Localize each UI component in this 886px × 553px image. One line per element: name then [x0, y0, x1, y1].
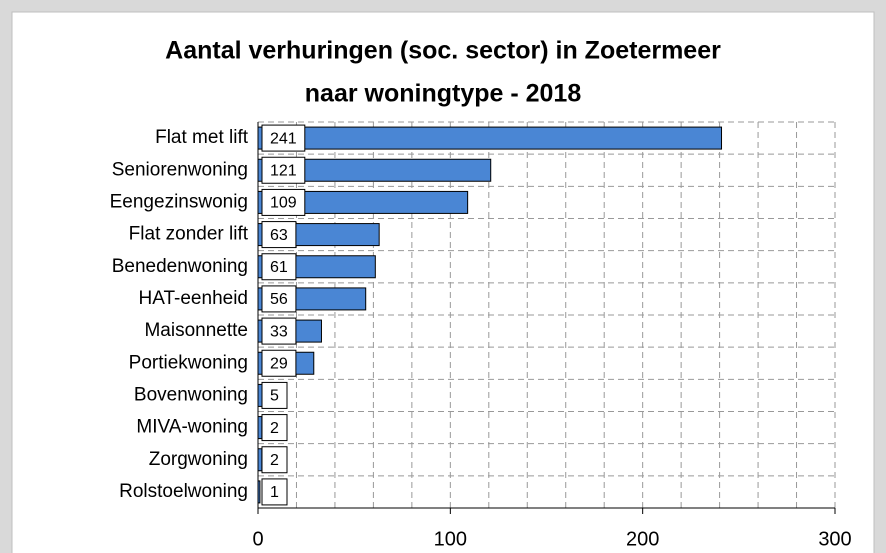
bar [257, 126, 723, 150]
value-label: 2 [270, 420, 279, 437]
y-tick-label: Bovenwoning [134, 384, 248, 405]
value-label: 121 [270, 162, 297, 179]
value-label: 2 [270, 452, 279, 469]
x-tick-label: 300 [818, 528, 851, 550]
value-label: 109 [270, 195, 297, 212]
y-tick-label: Flat zonder lift [129, 224, 249, 245]
value-label-box [261, 253, 297, 281]
value-label: 33 [270, 323, 288, 340]
x-tick-label: 200 [626, 528, 659, 550]
y-tick-label: Benedenwoning [112, 256, 248, 277]
x-tick-label: 0 [252, 528, 263, 550]
x-tick-label: 100 [434, 528, 467, 550]
y-tick-label: Eengezinswonig [110, 191, 248, 212]
bar [257, 448, 263, 472]
value-label: 61 [270, 259, 288, 276]
value-label-box [261, 221, 297, 249]
value-label-box [261, 349, 297, 377]
bar [257, 416, 263, 440]
y-tick-label: MIVA-woning [136, 417, 248, 438]
value-label-box [261, 478, 288, 506]
value-label-box [261, 124, 306, 152]
value-label-box [261, 188, 306, 216]
y-tick-label: Rolstoelwoning [119, 481, 248, 502]
value-label-box [261, 446, 288, 474]
y-tick-label: Flat met lift [155, 127, 249, 148]
value-label: 1 [270, 484, 279, 501]
value-label: 63 [270, 227, 288, 244]
value-label-box [261, 317, 297, 345]
value-label: 5 [270, 388, 279, 405]
y-tick-label: Portiekwoning [129, 352, 248, 373]
y-tick-label: Maisonnette [144, 320, 248, 341]
chart-title: Aantal verhuringen (soc. sector) in Zoet… [165, 37, 721, 65]
value-label-box [261, 285, 297, 313]
y-tick-label: HAT-eenheid [139, 288, 249, 309]
value-label-box [261, 381, 288, 409]
y-tick-label: Seniorenwoning [112, 159, 248, 180]
value-label: 56 [270, 291, 288, 308]
value-label-box [261, 414, 288, 442]
value-label: 29 [270, 355, 288, 372]
chart-title: naar woningtype - 2018 [305, 80, 582, 108]
value-label: 241 [270, 130, 297, 147]
value-label-box [261, 156, 306, 184]
y-tick-label: Zorgwoning [149, 449, 248, 470]
